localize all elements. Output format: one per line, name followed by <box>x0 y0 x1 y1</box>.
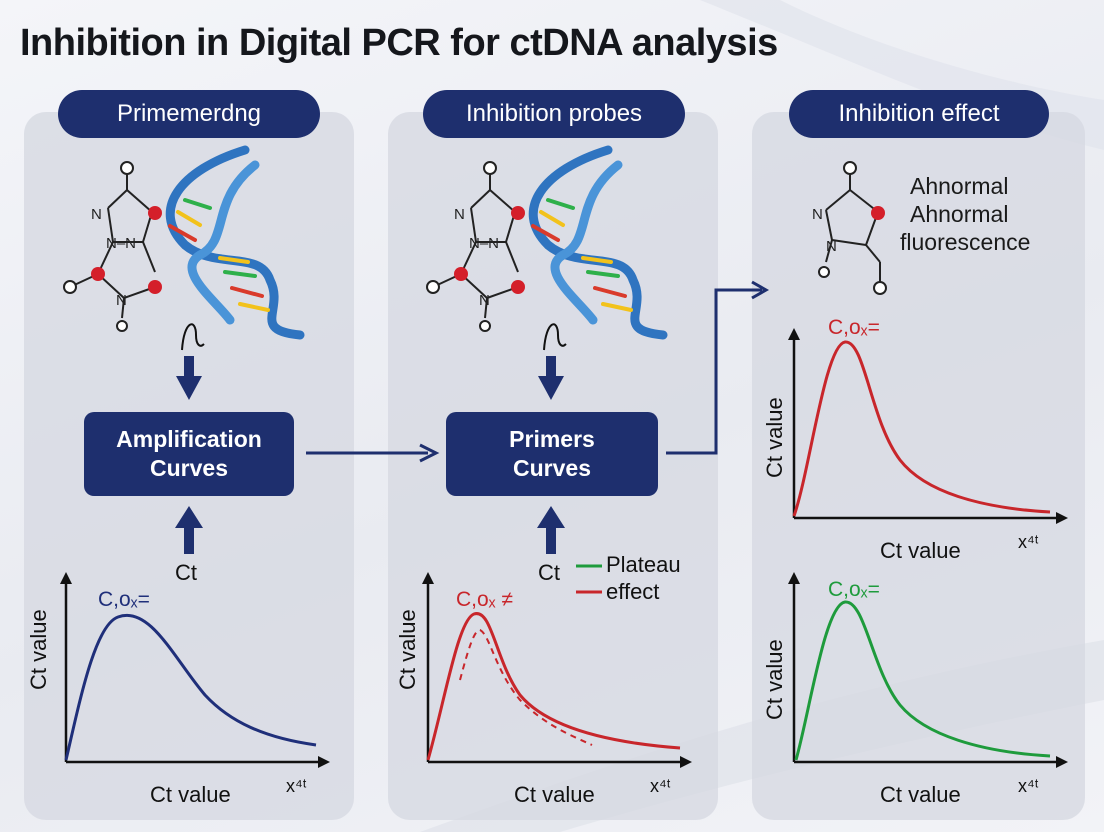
curve-blue <box>64 613 317 761</box>
x-axis-symbol: x⁴ᵗ <box>1018 776 1039 796</box>
plot-blue <box>60 572 330 768</box>
squiggle-icon <box>181 323 205 351</box>
svg-text:N: N <box>826 238 837 255</box>
peak-label-blue: C,oₓ= <box>98 588 150 611</box>
x-axis-label: Ct value <box>150 782 231 807</box>
curve-red-solid <box>426 612 681 761</box>
box-line-2: Curves <box>513 455 591 481</box>
plot-red-right <box>788 328 1068 524</box>
ct-label: Ct <box>175 560 197 585</box>
down-arrow-icon <box>176 356 202 400</box>
svg-text:N: N <box>812 206 823 223</box>
up-arrow-icon <box>175 506 203 554</box>
y-axis-label: Ct value <box>762 397 787 478</box>
ct-label: Ct <box>538 560 560 585</box>
legend-plateau: Plateau <box>606 552 681 577</box>
curve-red-dashed <box>459 628 593 746</box>
svg-text:N: N <box>454 206 465 223</box>
primers-curves-box: Primers Curves <box>446 412 658 496</box>
atom-red-icon <box>871 206 885 220</box>
squiggle-icon <box>543 323 567 351</box>
box-line-1: Amplification <box>116 426 262 452</box>
x-axis-symbol: x⁴ᵗ <box>650 776 671 796</box>
peak-label-green: C,oₓ= <box>828 578 880 601</box>
y-axis-label: Ct value <box>762 639 787 720</box>
y-axis-label: Ct value <box>26 609 51 690</box>
x-axis-symbol: x⁴ᵗ <box>1018 532 1039 552</box>
plot-green-right <box>788 572 1068 768</box>
y-axis-label: Ct value <box>395 609 420 690</box>
curve-red-right <box>792 340 1051 517</box>
up-arrow-icon <box>537 506 565 554</box>
page-title: Inhibition in Digital PCR for ctDNA anal… <box>20 22 778 64</box>
dna-helix-icon-middle <box>528 145 668 340</box>
curve-green <box>794 600 1051 761</box>
legend-effect: effect <box>606 579 659 604</box>
x-axis-label: Ct value <box>880 538 961 563</box>
dna-helix-icon-left <box>165 145 305 340</box>
plot-red-middle <box>422 564 692 768</box>
molecule-icon-middle <box>426 161 519 332</box>
box-line-1: Primers <box>509 426 595 452</box>
box-line-2: Curves <box>150 455 228 481</box>
atom-labels-middle: N N–N N <box>454 206 499 309</box>
peak-label-red-right: C,oₓ= <box>828 316 880 339</box>
elbow-arrow-connector <box>666 280 770 455</box>
down-arrow-icon <box>538 356 564 400</box>
amplification-curves-box: Amplification Curves <box>84 412 294 496</box>
x-axis-label: Ct value <box>514 782 595 807</box>
svg-text:N–N: N–N <box>469 235 499 252</box>
abnormal-label-1: Ahnormal <box>910 173 1009 199</box>
svg-text:N: N <box>91 206 102 223</box>
column-header-inhibition-effect: Inhibition effect <box>789 90 1049 138</box>
column-header-primemerdng: Primemerdng <box>58 90 320 138</box>
x-axis-label: Ct value <box>880 782 961 807</box>
peak-label-red-middle: C,oₓ ≠ <box>456 588 513 611</box>
atom-red-icon <box>91 206 162 294</box>
atom-red-icon <box>454 206 525 294</box>
column-header-inhibition-probes: Inhibition probes <box>423 90 685 138</box>
svg-text:N: N <box>479 292 490 309</box>
molecule-icon-right <box>818 161 887 295</box>
svg-text:N–N: N–N <box>106 235 136 252</box>
fluorescence-label: fluorescence <box>900 229 1031 255</box>
right-arrow-connector <box>306 443 440 463</box>
abnormal-label-2: Ahnormal <box>910 201 1009 227</box>
svg-text:N: N <box>116 292 127 309</box>
atom-labels-left: N N–N N <box>91 206 136 309</box>
x-axis-symbol: x⁴ᵗ <box>286 776 307 796</box>
atom-labels-right: N N <box>812 206 837 255</box>
